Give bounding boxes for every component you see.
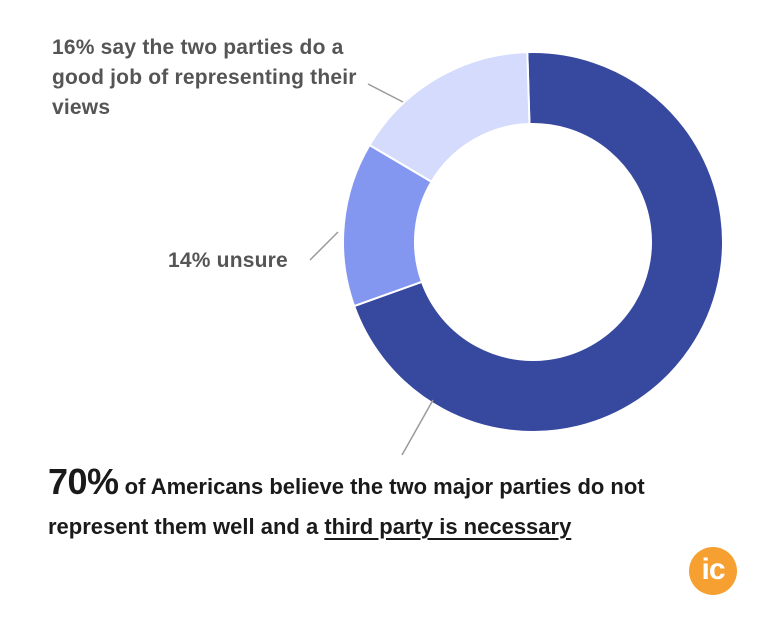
leader-good-job <box>367 83 404 103</box>
slice-third-party <box>352 51 724 433</box>
slice-good-job <box>368 51 531 184</box>
leader-unsure <box>309 231 339 261</box>
headline-text: of Americans believe the two major parti… <box>48 474 645 539</box>
leader-third-party <box>401 399 434 456</box>
headline: 70% of Americans believe the two major p… <box>48 462 748 547</box>
ic-logo: ic <box>689 547 737 595</box>
good-job-annotation: 16% say the two parties do a good job of… <box>52 36 357 119</box>
unsure-annotation: 14% unsure <box>168 249 288 272</box>
headline-percentage: 70% <box>48 461 119 502</box>
third-party-link[interactable]: third party is necessary <box>324 514 572 539</box>
